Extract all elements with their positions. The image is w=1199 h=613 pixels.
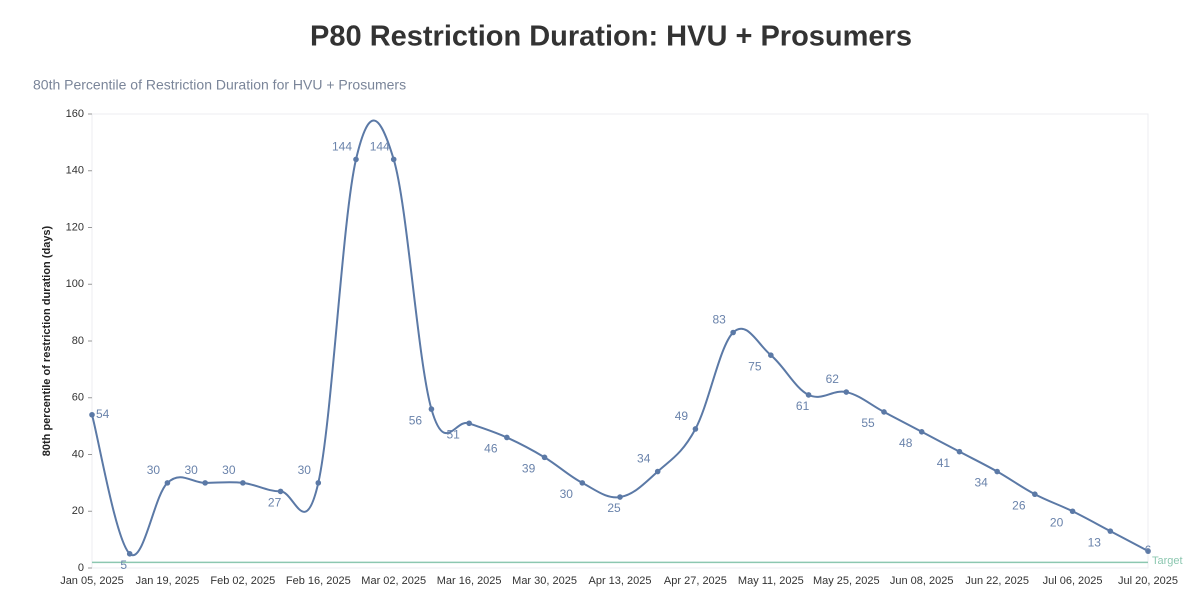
data-label: 30 — [184, 463, 198, 477]
x-tick-label: Mar 30, 2025 — [512, 575, 577, 587]
point — [1032, 491, 1038, 498]
point — [466, 420, 472, 427]
point — [89, 411, 95, 418]
chart-title: P80 Restriction Duration: HVU + Prosumer… — [310, 21, 912, 53]
point — [541, 454, 548, 461]
x-tick-label: Jul 06, 2025 — [1043, 575, 1103, 587]
point — [617, 494, 623, 500]
point — [1107, 528, 1114, 534]
y-tick-label: 20 — [72, 505, 84, 517]
point — [843, 389, 850, 395]
data-label: 39 — [522, 462, 536, 476]
data-label: 13 — [1088, 535, 1102, 549]
y-tick-label: 0 — [78, 562, 84, 574]
point — [1145, 548, 1151, 554]
point — [654, 468, 661, 475]
point — [918, 429, 925, 435]
point — [202, 480, 208, 486]
data-label: 25 — [607, 501, 621, 515]
point — [164, 480, 171, 486]
y-tick-label: 100 — [66, 278, 84, 290]
point — [692, 426, 699, 432]
data-label: 48 — [899, 436, 913, 450]
point — [730, 329, 736, 336]
point — [428, 406, 435, 412]
data-label: 62 — [826, 372, 840, 386]
x-tick-label: Jan 05, 2025 — [60, 575, 124, 587]
chart-subtitle: 80th Percentile of Restriction Duration … — [33, 77, 406, 93]
point — [504, 434, 510, 441]
data-label: 34 — [637, 452, 651, 466]
y-tick-label: 60 — [72, 392, 84, 404]
point — [126, 551, 133, 557]
x-tick-label: May 25, 2025 — [813, 575, 880, 587]
x-tick-label: Jan 19, 2025 — [136, 575, 200, 587]
point — [956, 448, 963, 455]
data-label: 144 — [370, 140, 390, 154]
x-tick-label: Mar 02, 2025 — [361, 575, 426, 587]
point — [994, 468, 1000, 475]
data-label: 61 — [796, 399, 810, 413]
point — [768, 352, 774, 358]
y-axis-label: 80th percentile of restriction duration … — [41, 225, 53, 456]
data-label: 30 — [560, 487, 574, 501]
data-label: 5 — [120, 558, 127, 572]
x-tick-label: Jul 20, 2025 — [1118, 575, 1178, 587]
point — [579, 480, 586, 486]
x-tick-label: Apr 27, 2025 — [664, 575, 727, 587]
data-label: 20 — [1050, 515, 1064, 529]
point — [805, 392, 812, 398]
data-label: 30 — [222, 463, 236, 477]
data-label: 30 — [298, 463, 312, 477]
data-label: 26 — [1012, 498, 1026, 512]
x-tick-label: Jun 08, 2025 — [890, 575, 954, 587]
data-label: 75 — [748, 359, 762, 373]
data-label: 27 — [268, 496, 282, 510]
data-label: 41 — [937, 456, 951, 470]
point — [277, 488, 284, 495]
data-label: 30 — [147, 463, 161, 477]
data-label: 46 — [484, 442, 498, 456]
x-tick-label: Apr 13, 2025 — [589, 575, 652, 587]
data-label: 56 — [409, 413, 423, 427]
plot-frame — [91, 113, 1149, 569]
y-tick-label: 140 — [66, 165, 84, 177]
x-tick-label: Feb 02, 2025 — [210, 575, 275, 587]
y-tick-label: 80 — [72, 335, 84, 347]
data-label: 55 — [861, 416, 875, 430]
x-tick-label: Feb 16, 2025 — [286, 575, 351, 587]
data-label: 51 — [446, 427, 460, 441]
data-label: 6 — [1145, 543, 1152, 557]
target-label: Target — [1152, 555, 1183, 567]
y-tick-label: 160 — [66, 108, 84, 120]
line — [91, 119, 1149, 557]
point — [240, 480, 246, 486]
data-label: 34 — [974, 476, 988, 490]
data-label: 54 — [96, 407, 110, 421]
x-tick-label: Jun 22, 2025 — [965, 575, 1029, 587]
point — [390, 156, 397, 163]
y-tick-label: 120 — [66, 221, 84, 233]
point — [353, 156, 359, 163]
x-tick-label: May 11, 2025 — [738, 575, 804, 587]
point — [1069, 508, 1076, 515]
data-label: 83 — [712, 313, 726, 327]
data-label: 49 — [675, 409, 689, 423]
x-tick-label: Mar 16, 2025 — [437, 575, 502, 587]
data-label: 144 — [332, 140, 352, 154]
y-tick-label: 40 — [72, 448, 84, 460]
point — [315, 480, 322, 486]
point — [881, 409, 887, 415]
